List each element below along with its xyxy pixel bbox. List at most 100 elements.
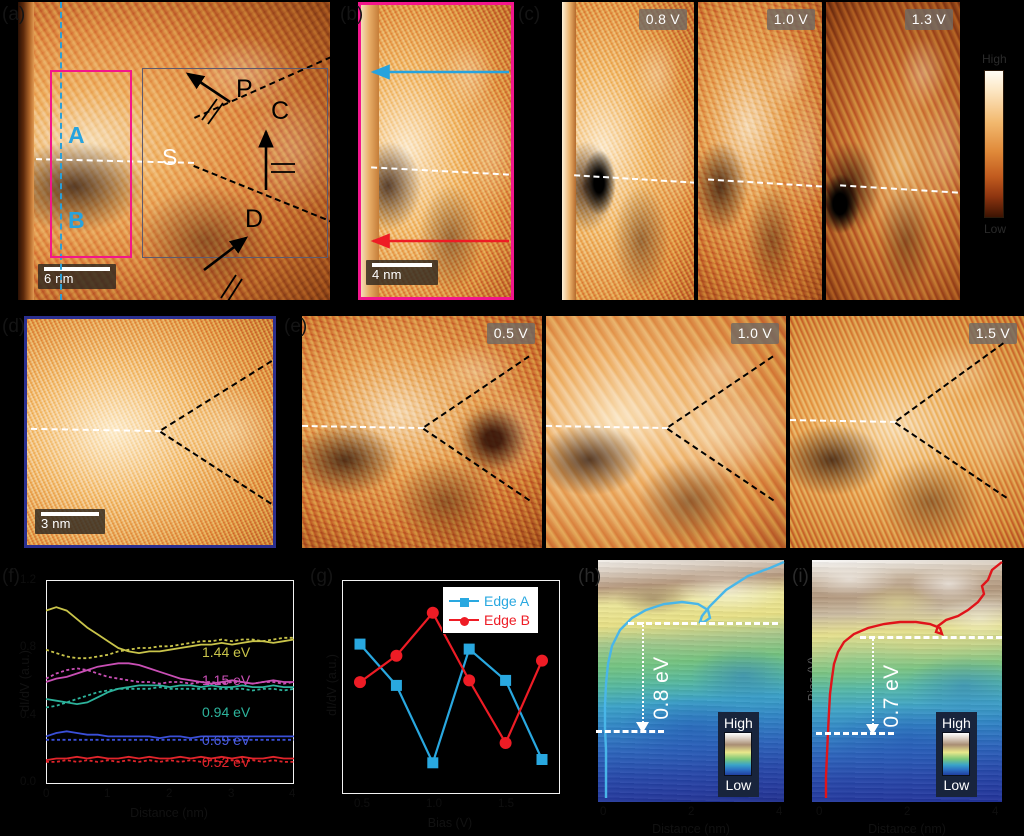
panel-label-f: (f) — [2, 566, 20, 587]
arrow-annotations-a — [185, 72, 295, 300]
panel-label-e: (e) — [284, 316, 308, 337]
panel-i-upper-dashed-level — [860, 636, 1002, 639]
panel-g-series-marker — [463, 674, 476, 687]
panel-f-chart[interactable]: 1.2 0.8 0.4 0.0 0 1 2 3 4 Distance (nm) … — [4, 566, 304, 834]
legend-marker-edge-b — [460, 616, 469, 626]
legend-row-edge-b: Edge B — [449, 610, 530, 629]
panel-g-series-marker — [427, 757, 439, 769]
bright-streak-e2 — [666, 356, 786, 506]
panel-g-xtick-1: 1.0 — [426, 798, 442, 810]
colorbar-high-label-top: High — [982, 52, 1007, 66]
panel-f-xtick-1: 1 — [104, 788, 111, 800]
panel-f-ytick-1.2: 1.2 — [20, 574, 36, 586]
panel-h-overlay-curve — [603, 560, 785, 798]
panel-f-curve-label-069: 0.69 eV — [202, 732, 251, 748]
panel-h-xtick-2: 2 — [688, 806, 695, 818]
bias-tag-c1: 0.8 V — [638, 9, 687, 30]
panel-h-upper-dashed-level — [628, 622, 778, 625]
stm-texture-d — [27, 319, 273, 545]
panel-f-yaxis-label: dI/dV (a.u.) — [18, 650, 32, 712]
panel-h-legend-high: High — [724, 715, 753, 731]
panel-f-series — [46, 730, 294, 740]
panel-g-series-marker — [354, 638, 366, 650]
panel-e-bias-image-3[interactable]: 1.5 V — [790, 316, 1024, 548]
panel-h-chart[interactable]: 0.8 eV High Low 0 2 4 Distance (nm) Bias… — [596, 560, 820, 836]
panel-label-b: (b) — [340, 4, 364, 25]
scalebar-label-d: 3 nm — [41, 516, 71, 531]
panel-i-legend-gradient — [942, 732, 971, 776]
panel-c-bias-image-3[interactable]: 1.3 V — [826, 2, 960, 300]
panel-g-series-marker — [500, 674, 512, 686]
panel-i-gap-arrow — [872, 636, 874, 732]
panel-a-stm-image[interactable]: A B S P C D 6 nm — [18, 2, 330, 300]
panel-label-d: (d) — [2, 316, 26, 337]
scalebar-panel-b: 4 nm — [366, 260, 438, 285]
scalebar-panel-d: 3 nm — [35, 509, 105, 534]
panel-f-curve-label-115: 1.15 eV — [202, 672, 251, 688]
panel-i-xaxis-label: Distance (nm) — [868, 822, 946, 836]
legend-marker-edge-a — [460, 597, 469, 607]
legend-row-edge-a: Edge A — [449, 591, 530, 610]
panel-c-bias-image-2[interactable]: 1.0 V — [698, 2, 822, 300]
panel-g-series-marker — [354, 676, 366, 689]
panel-f-xtick-2: 2 — [166, 788, 173, 800]
scalebar-label-b: 4 nm — [372, 267, 402, 282]
panel-c-bias-image-1[interactable]: 0.8 V — [562, 2, 694, 300]
panel-label-c: (c) — [518, 4, 541, 25]
panel-f-curve-label-094: 0.94 eV — [202, 704, 251, 720]
wedge-bright-region-d — [165, 381, 273, 481]
scalebar-panel-a: 6 nm — [38, 264, 116, 289]
colorbar-low-label-top: Low — [984, 222, 1007, 236]
panel-f-ytick-0.8: 0.8 — [20, 641, 36, 653]
panel-d-stm-image[interactable]: 3 nm — [24, 316, 276, 548]
panel-f-series — [46, 686, 294, 709]
edge-strip-c1 — [562, 2, 576, 300]
panel-f-xtick-0: 0 — [43, 788, 50, 800]
legend-line-edge-a — [449, 597, 479, 607]
panel-g-series-marker — [463, 643, 475, 655]
panel-i-chart[interactable]: 0.7 eV High Low 0 2 4 Distance (nm) — [812, 560, 1024, 836]
panel-g-legend: Edge A Edge B — [442, 586, 539, 634]
scalebar-label-a: 6 nm — [44, 271, 74, 286]
panel-g-xtick-0: 0.5 — [354, 798, 370, 810]
panel-label-a: (a) — [2, 4, 26, 25]
panel-h-xtick-0: 0 — [600, 806, 607, 818]
panel-h-xtick-4: 4 — [776, 806, 783, 818]
panel-g-series-marker — [426, 606, 439, 619]
panel-f-series — [46, 667, 294, 685]
legend-label-edge-a: Edge A — [484, 592, 530, 609]
panel-g-chart[interactable]: Edge A Edge B 0.5 1.0 1.5 Bias (V) dI/dV… — [325, 566, 596, 834]
panel-h-gap-arrowhead — [636, 722, 649, 733]
panel-g-series-marker — [536, 754, 548, 765]
panel-f-series — [46, 636, 294, 660]
bias-tag-c2: 1.0 V — [766, 9, 815, 30]
panel-f-curve-label-052: 0.52 eV — [202, 754, 251, 770]
panel-f-ytick-0.4: 0.4 — [20, 709, 36, 721]
panel-i-xtick-2: 2 — [904, 806, 911, 818]
panel-label-i: (i) — [792, 566, 809, 587]
scalebar-line-a — [44, 267, 110, 271]
panel-e-bias-image-1[interactable]: 0.5 V — [302, 316, 542, 548]
panel-i-xtick-4: 4 — [992, 806, 999, 818]
panel-h-xaxis-label: Distance (nm) — [652, 822, 730, 836]
panel-g-xtick-2: 1.5 — [498, 798, 514, 810]
panel-i-legend-low: Low — [943, 777, 970, 793]
panel-e-bias-image-2[interactable]: 1.0 V — [546, 316, 786, 548]
panel-f-xtick-3: 3 — [228, 788, 235, 800]
panel-f-xtick-4: 4 — [289, 788, 296, 800]
panel-f-curve-label-144: 1.44 eV — [202, 644, 251, 660]
panel-i-overlay-curve — [824, 561, 1003, 798]
panel-g-axes-frame — [342, 580, 560, 794]
panel-f-series — [46, 662, 294, 685]
panel-g-yaxis-label: dI/dV (a.u.) — [325, 654, 339, 716]
panel-h-lower-dashed-level — [596, 730, 664, 733]
panel-h-legend-low: Low — [725, 777, 752, 793]
dark-patch-c1 — [582, 150, 616, 216]
edge-strip-a — [18, 2, 34, 300]
panel-i-colorscale-legend: High Low — [936, 712, 977, 797]
panel-i-legend-high: High — [942, 715, 971, 731]
panel-b-stm-image[interactable]: 4 nm — [358, 2, 514, 300]
arrow-markers-b — [370, 64, 509, 249]
panel-g-series-line — [359, 610, 544, 746]
panel-g-plot-lines — [354, 606, 548, 769]
